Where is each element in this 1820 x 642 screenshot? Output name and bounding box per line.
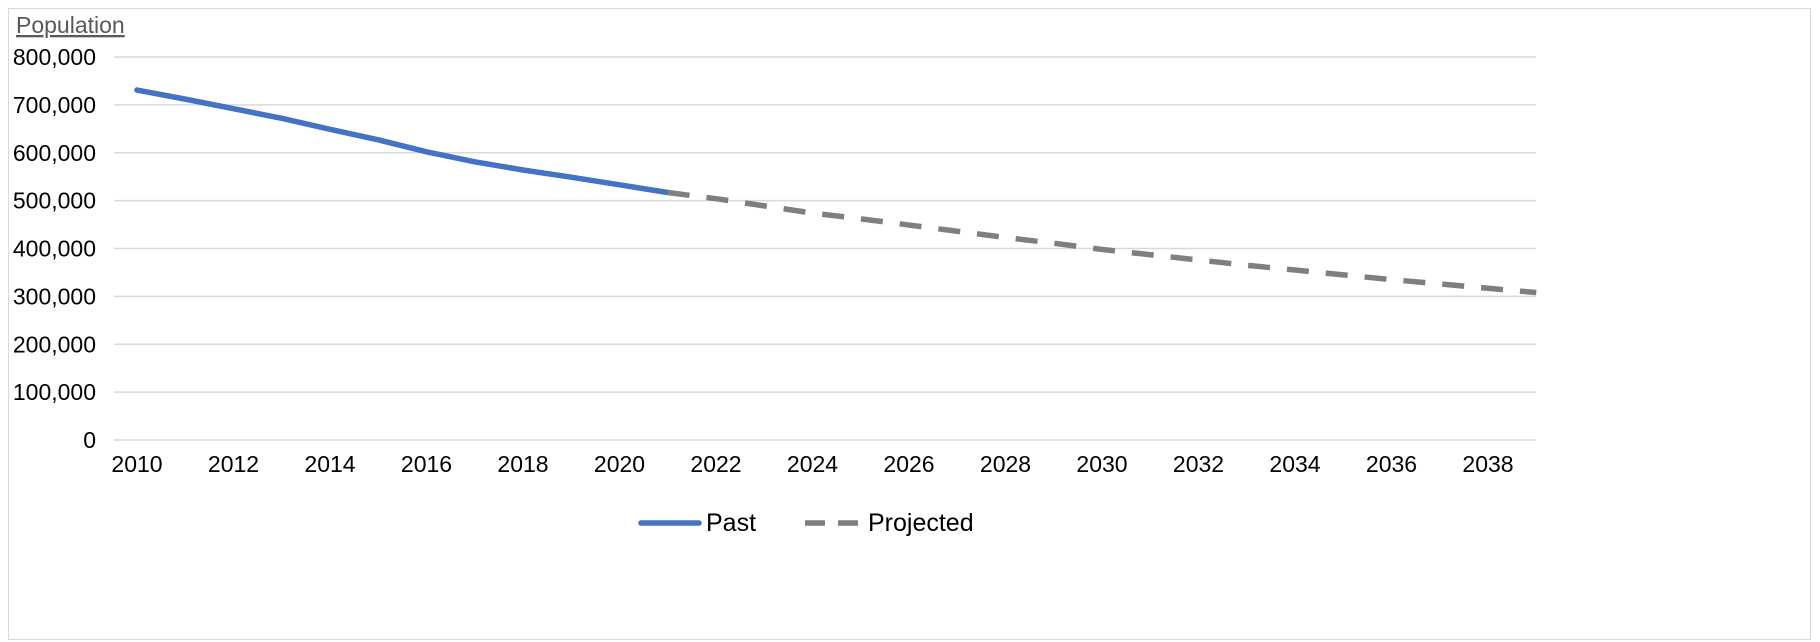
x-tick-label: 2014 xyxy=(304,451,355,477)
y-tick-label: 600,000 xyxy=(13,140,96,166)
x-tick-label: 2020 xyxy=(594,451,645,477)
x-tick-label: 2022 xyxy=(690,451,741,477)
gridlines xyxy=(114,56,1536,441)
y-axis-title: Population xyxy=(16,12,125,38)
x-tick-label: 2034 xyxy=(1269,451,1320,477)
x-tick-label: 2038 xyxy=(1462,451,1513,477)
series-lines xyxy=(134,87,1537,296)
x-tick-label: 2032 xyxy=(1173,451,1224,477)
y-tick-label: 200,000 xyxy=(13,331,96,357)
x-tick-label: 2036 xyxy=(1366,451,1417,477)
y-tick-label: 100,000 xyxy=(13,379,96,405)
x-tick-label: 2012 xyxy=(208,451,259,477)
y-tick-label: 0 xyxy=(83,427,96,453)
x-tick-label: 2026 xyxy=(883,451,934,477)
y-tick-label: 500,000 xyxy=(13,188,96,214)
series-line-projected xyxy=(667,189,1537,296)
y-tick-label: 700,000 xyxy=(13,92,96,118)
y-tick-label: 800,000 xyxy=(13,44,96,70)
series-line-past xyxy=(134,87,671,196)
line-chart: 0 100,000 200,000 300,000 400,000 500,000 600,… xyxy=(13,12,1537,537)
y-axis-ticks: 0 100,000 200,000 300,000 400,000 500,000 600,… xyxy=(13,44,96,453)
y-tick-label: 300,000 xyxy=(13,283,96,309)
x-tick-label: 2010 xyxy=(111,451,162,477)
x-tick-label: 2028 xyxy=(980,451,1031,477)
x-tick-label: 2016 xyxy=(401,451,452,477)
x-axis-ticks: 2010 2012 2014 2016 2018 2020 2022 2024 2026 2028… xyxy=(111,451,1513,477)
legend-label-past: Past xyxy=(706,509,756,537)
y-tick-label: 400,000 xyxy=(13,236,96,262)
legend: Past Projected xyxy=(638,509,974,537)
chart-frame: 0 100,000 200,000 300,000 400,000 500,000 600,… xyxy=(8,8,1811,640)
x-tick-label: 2030 xyxy=(1076,451,1127,477)
x-tick-label: 2024 xyxy=(787,451,838,477)
x-tick-label: 2018 xyxy=(497,451,548,477)
legend-label-projected: Projected xyxy=(868,509,974,537)
